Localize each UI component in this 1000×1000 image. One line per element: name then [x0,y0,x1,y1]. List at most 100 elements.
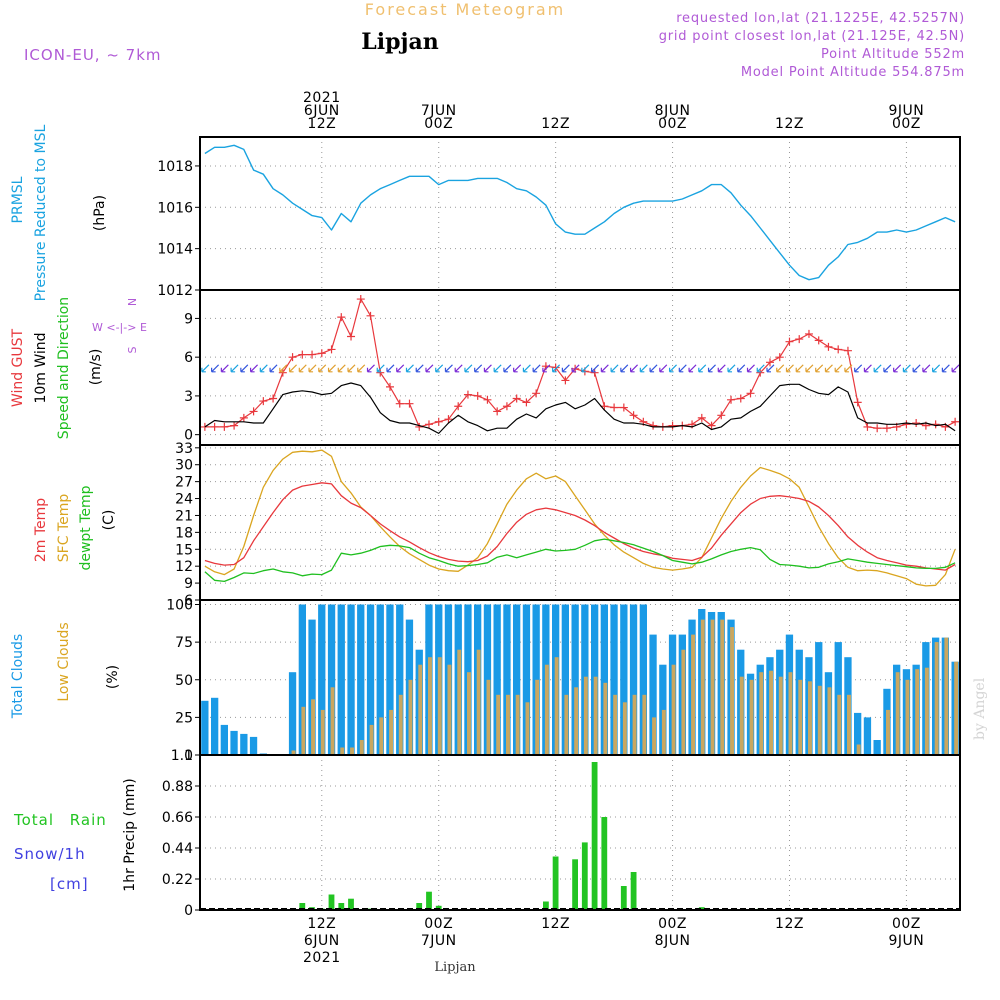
time-label-bottom: 2021 [303,950,341,966]
total-cloud-bar [347,604,355,755]
wind-gust-marker [853,398,862,407]
wind-gust-marker [434,417,443,426]
y-tick-label: 1018 [157,159,193,175]
low-cloud-bar [603,682,608,755]
time-label-bottom: 00Z [424,916,453,932]
wind-direction-arrow [678,364,687,373]
compass-north: N [126,298,139,306]
total-cloud-bar [571,604,579,755]
wind-speed-label: 10m Wind [33,332,49,403]
low-clouds-label: Low Clouds [56,622,72,701]
location-title: Lipjan [361,29,438,55]
wind-direction-arrow [415,364,424,373]
wind-gust-marker [756,368,765,377]
pressure-label-short: PRMSL [10,176,26,223]
low-cloud-bar [681,649,686,755]
wind-gust-marker [863,422,872,431]
wind-direction-arrow [639,364,648,373]
low-cloud-bar [554,657,559,755]
wind-gust-marker [824,342,833,351]
wind-direction-arrow [941,364,950,373]
low-cloud-bar [759,672,764,755]
low-cloud-bar [671,664,676,755]
time-label-bottom: 12Z [775,916,804,932]
total-cloud-bar [873,740,881,755]
low-cloud-bar [398,694,403,755]
low-cloud-bar [593,676,598,755]
low-cloud-bar [798,679,803,755]
wind-direction-arrow [659,364,668,373]
wind-gust-marker [347,332,356,341]
low-cloud-bar [847,694,851,755]
total-cloud-bar [220,724,228,755]
wind-gust-marker [249,407,258,416]
total-cloud-bar [854,712,862,755]
time-label-top: 12Z [541,116,570,132]
wind-direction-arrow [201,364,210,373]
super-title: Forecast Meteogram [365,0,565,19]
total-cloud-bar [659,664,667,755]
low-cloud-bar [954,661,959,755]
total-cloud-bar [318,604,326,755]
wind-direction-arrow [873,364,882,373]
low-cloud-bar [613,694,618,755]
total-cloud-bar [561,604,569,755]
total-cloud-bar [230,730,238,755]
total-cloud-bar [532,604,540,755]
wind-direction-arrow [288,364,297,373]
wind-direction-arrow [405,364,414,373]
wind-gust-marker [902,420,911,429]
wind-direction-arrow [844,364,853,373]
wind-gust-label: Wind GUST [10,328,26,407]
total-cloud-bar [357,604,365,755]
time-label-top: 7JUN [421,103,457,119]
rain-bar [416,903,423,910]
wind-gust-marker [590,368,599,377]
low-cloud-bar [583,676,588,755]
y-tick-label: 1.1 [171,748,193,764]
wind-direction-arrow [668,364,677,373]
compass-west-east: W <-|-> E [92,321,147,334]
wind-direction-arrow [805,364,814,373]
y-tick-label: 33 [175,441,193,457]
watermark: by Angel [972,677,988,740]
low-cloud-bar [886,709,890,755]
wind-gust-marker [424,420,433,429]
low-cloud-bar [788,672,793,755]
wind-gust-marker [873,424,882,433]
low-cloud-bar [730,627,734,755]
total-cloud-bar [327,604,336,755]
low-cloud-bar [350,747,354,755]
wind-direction-arrow [337,364,346,373]
y-tick-label: 21 [175,508,193,524]
time-label-bottom: 7JUN [421,933,457,949]
rain-bar [435,905,442,910]
total-clouds-label: Total Clouds [10,634,26,719]
y-tick-label: 75 [175,635,193,651]
wind-gust-marker [717,411,726,420]
wind-gust-marker [356,295,365,304]
wind-direction-arrow [483,364,492,373]
low-cloud-bar [515,694,520,755]
low-cloud-bar [457,649,462,755]
total-cloud-bar [298,604,306,755]
y-tick-label: 0 [184,428,193,444]
wind-gust-marker [629,411,638,420]
wind-gust-marker [785,337,794,346]
low-cloud-bar [574,687,579,755]
wind-gust-marker [814,336,823,345]
wind-direction-arrow [902,364,911,373]
low-cloud-bar [642,694,647,755]
wind-gust-marker [220,422,229,431]
wind-gust-marker [454,402,463,411]
total-cloud-bar [503,604,511,755]
total-rain-label: Total Rain [13,811,107,829]
wind-direction-arrow [649,364,658,373]
compass-south: S [126,346,139,353]
snow-unit-label: [cm] [50,875,89,893]
time-label-top: 12Z [775,116,804,132]
low-cloud-bar [301,706,306,755]
y-tick-label: 1014 [157,242,193,258]
y-tick-label: 3 [184,389,193,405]
wind-gust-marker [551,363,560,372]
